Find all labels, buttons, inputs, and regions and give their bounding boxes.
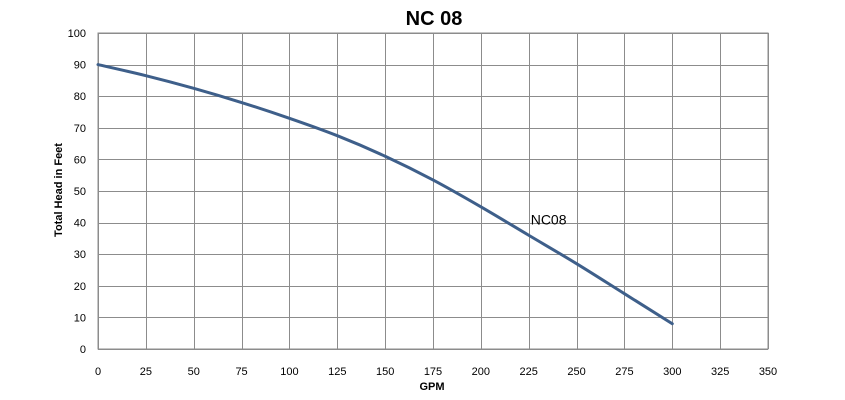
x-tick-label: 25 [140,366,152,378]
y-tick-label: 50 [74,186,86,198]
y-tick-label: 0 [80,344,86,356]
x-tick-label: 300 [663,366,681,378]
x-tick-label: 325 [711,366,729,378]
x-axis-title: GPM [419,381,444,393]
series-line-nc08 [96,63,674,326]
y-tick-label: 100 [68,28,86,40]
x-tick-label: 50 [188,366,200,378]
y-axis-title: Total Head in Feet [53,143,65,237]
y-tick-label: 90 [74,60,86,72]
y-tick-label: 70 [74,123,86,135]
y-tick-label: 40 [74,218,86,230]
series-label-nc08: NC08 [531,212,567,228]
y-tick-label: 10 [74,312,86,324]
plot-area-frame [97,32,769,350]
y-tick-label: 20 [74,281,86,293]
y-tick-label: 30 [74,249,86,261]
x-tick-label: 225 [520,366,538,378]
x-tick-label: 0 [95,366,101,378]
x-tick-label: 100 [280,366,298,378]
x-tick-label: 125 [328,366,346,378]
x-tick-label: 250 [567,366,585,378]
x-tick-label: 350 [759,366,777,378]
x-axis-tick-labels: 0 25 50 75 100 125 150 175 200 225 250 275 300 325 350 [95,366,777,378]
x-tick-label: 275 [615,366,633,378]
y-axis-tick-labels: 0 10 20 30 40 50 60 70 80 90 100 [68,28,86,356]
y-tick-label: 60 [74,154,86,166]
x-tick-label: 200 [472,366,490,378]
grid-lines [98,33,769,350]
y-tick-label: 80 [74,91,86,103]
x-tick-label: 75 [235,366,247,378]
x-tick-label: 150 [376,366,394,378]
x-tick-label: 175 [424,366,442,378]
chart-title: NC 08 [406,8,463,30]
series-layer: NC08 [96,63,674,326]
